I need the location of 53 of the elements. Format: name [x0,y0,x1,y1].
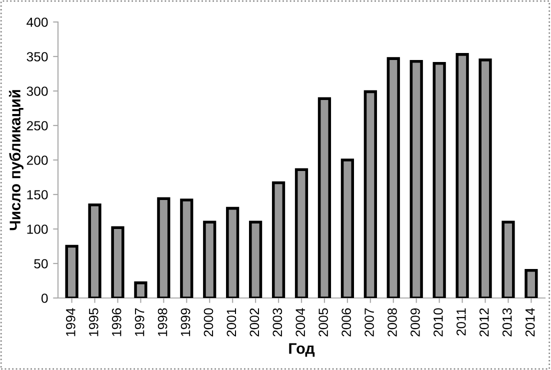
x-tick-label: 2014 [525,308,535,336]
bar [134,281,148,298]
y-tick-label: 250 [26,121,48,130]
y-tick-label: 0 [41,294,48,303]
x-tick-label: 2005 [318,308,328,336]
bar [272,181,286,298]
y-tick-label: 350 [26,52,48,62]
x-tick-label: 2002 [250,308,260,336]
bar [226,206,240,298]
x-tick-label: 1998 [158,308,168,336]
y-tick-label: 150 [27,190,48,200]
bar [524,269,538,298]
bar [432,62,446,298]
bar [203,220,216,298]
x-tick-label: 2008 [388,308,397,336]
x-tick-label: 2000 [204,308,214,336]
y-tick-label: 400 [26,18,48,27]
bar [386,57,400,298]
x-axis-title: Год [289,343,315,357]
bar [294,168,308,298]
y-tick-label: 50 [34,259,48,268]
x-tick-label: 2010 [434,308,443,336]
bar [111,226,124,298]
x-tick-label: 2013 [502,308,512,336]
x-tick-label: 2007 [364,308,374,336]
bar [157,197,170,298]
bar [456,53,469,298]
y-tick-label: 100 [27,224,48,234]
bar [180,198,194,298]
bar [364,90,377,298]
x-tick-label: 1995 [88,308,98,336]
bar [88,203,102,298]
x-tick-label: 2012 [479,308,489,336]
y-tick-label: 300 [26,86,48,96]
bar [410,60,423,298]
bar [318,97,332,298]
x-tick-label: 2004 [296,308,306,336]
bar [502,220,515,298]
x-tick-label: 2009 [410,308,420,336]
x-tick-label: 1997 [134,308,144,336]
bar [249,220,262,298]
x-tick-label: 1994 [66,308,76,336]
x-tick-label: 1996 [112,308,122,336]
x-tick-label: 2001 [226,308,236,336]
x-tick-label: 2006 [342,308,351,336]
bar [65,244,78,298]
y-axis-title: Число публикаций [8,90,24,230]
x-tick-label: 1999 [180,308,190,336]
x-tick-label: 2003 [272,308,282,336]
bar [340,158,354,298]
x-tick-label: 2011 [456,308,466,336]
y-tick-label: 200 [26,156,48,165]
bar [478,58,492,298]
